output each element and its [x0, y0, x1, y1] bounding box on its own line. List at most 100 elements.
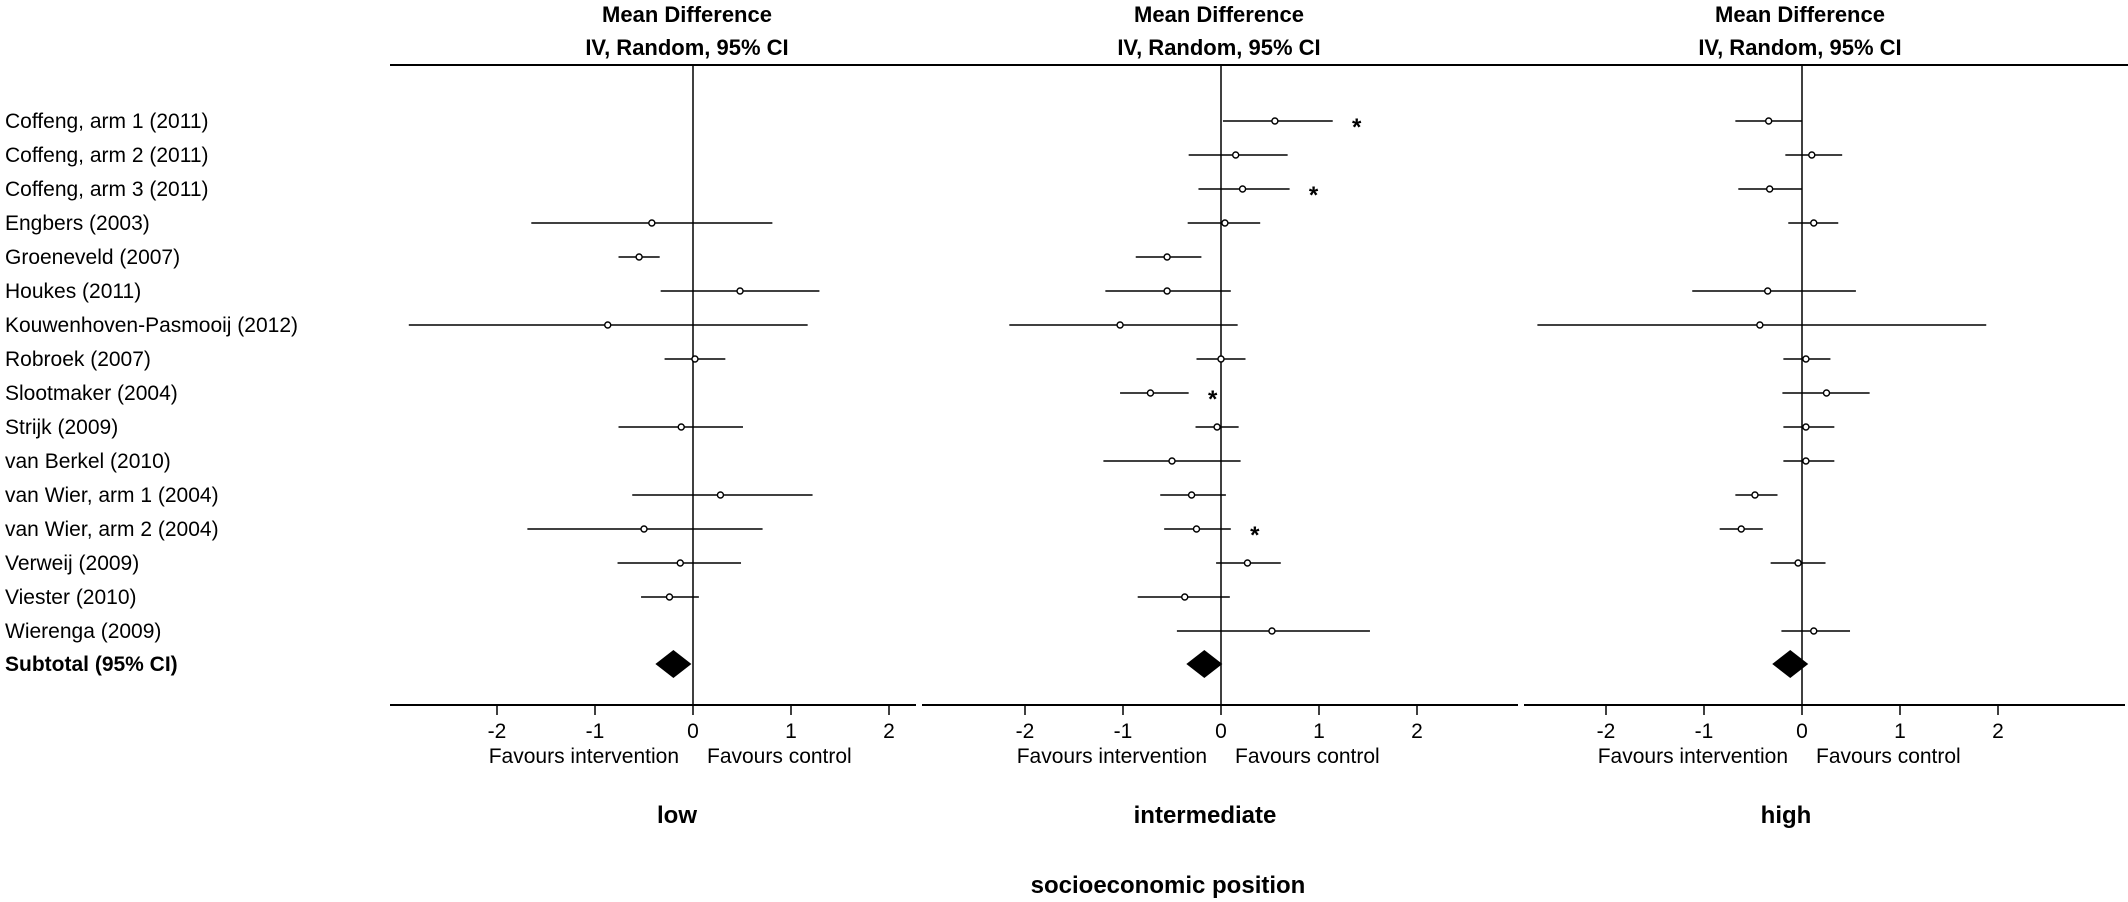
study-label: Viester (2010) [5, 586, 137, 609]
point-estimate [1271, 117, 1279, 125]
favours-right-label: Favours control [707, 745, 852, 768]
point-estimate [1810, 219, 1818, 227]
point-estimate [1187, 491, 1196, 499]
method-header: IV, Random, 95% CI [1117, 35, 1320, 60]
x-tick-label: 1 [785, 720, 797, 743]
point-estimate [676, 559, 684, 567]
point-estimate [640, 525, 648, 533]
study-label: van Berkel (2010) [5, 450, 171, 473]
measure-header: Mean Difference [602, 2, 772, 27]
study-label: Wierenga (2009) [5, 620, 161, 643]
study-labels: Coffeng, arm 1 (2011) Coffeng, arm 2 (201… [5, 110, 298, 676]
point-estimate [648, 219, 656, 227]
group-label: high [1761, 802, 1812, 829]
favours-left-label: Favours intervention [489, 745, 679, 768]
x-tick-label: 1 [1313, 720, 1325, 743]
panel-low: Mean Difference IV, Random, 95% CI -2 -1 0 1 2… [390, 2, 919, 829]
point-estimate [1802, 457, 1810, 465]
significance-star: * [1250, 522, 1260, 549]
point-estimate [736, 287, 744, 295]
study-label: Coffeng, arm 2 (2011) [5, 144, 209, 167]
subtotal-diamond [655, 650, 692, 678]
study-label: Strijk (2009) [5, 416, 118, 439]
group-label: low [657, 802, 697, 829]
point-estimate [665, 593, 674, 601]
point-estimate [635, 253, 643, 261]
point-estimate [716, 491, 725, 499]
point-estimate [677, 423, 685, 431]
study-label: Engbers (2003) [5, 212, 150, 235]
point-estimate [1764, 117, 1773, 125]
x-tick-label: -2 [488, 720, 507, 743]
favours-right-label: Favours control [1816, 745, 1961, 768]
x-tick-label: -1 [1695, 720, 1714, 743]
point-estimate [1737, 525, 1745, 533]
point-estimate [1763, 287, 1772, 295]
group-label: intermediate [1134, 802, 1277, 829]
significance-star: * [1352, 114, 1362, 141]
x-tick-label: 0 [687, 720, 699, 743]
x-tick-label: -1 [1114, 720, 1133, 743]
subtotal-diamond [1772, 650, 1809, 678]
method-header: IV, Random, 95% CI [1698, 35, 1901, 60]
point-estimate [691, 355, 699, 363]
point-estimate [1163, 253, 1171, 261]
measure-header: Mean Difference [1715, 2, 1885, 27]
study-label: Slootmaker (2004) [5, 382, 178, 405]
point-estimate [1231, 151, 1240, 159]
point-estimate [1238, 185, 1247, 193]
x-tick-label: 2 [1992, 720, 2004, 743]
x-tick-label: -1 [586, 720, 605, 743]
x-tick-label: 2 [883, 720, 895, 743]
point-estimate [1756, 321, 1764, 329]
significance-star: * [1309, 182, 1319, 209]
x-tick-label: 0 [1215, 720, 1227, 743]
point-estimate [1221, 219, 1229, 227]
subtotal-diamond [1186, 650, 1223, 678]
method-header: IV, Random, 95% CI [585, 35, 788, 60]
point-estimate [1802, 423, 1810, 431]
favours-left-label: Favours intervention [1598, 745, 1788, 768]
significance-star: * [1208, 386, 1218, 413]
point-estimate [1168, 457, 1176, 465]
study-label: Houkes (2011) [5, 280, 141, 303]
point-estimate [1181, 593, 1189, 601]
point-estimate [1765, 185, 1774, 193]
panel-high: Mean Difference IV, Random, 95% CI -2 -1 0 1 2… [1521, 2, 2128, 829]
x-tick-label: -2 [1597, 720, 1616, 743]
point-estimate [1163, 287, 1171, 295]
panels: Mean Difference IV, Random, 95% CI -2 -1 0 1 2… [390, 2, 2128, 829]
x-tick-label: -2 [1016, 720, 1035, 743]
point-estimate [1822, 389, 1831, 397]
point-estimate [1213, 423, 1221, 431]
study-label: van Wier, arm 2 (2004) [5, 518, 219, 541]
point-estimate [1808, 151, 1816, 159]
point-estimate [604, 321, 612, 329]
point-estimate [1116, 321, 1124, 329]
point-estimate [1751, 491, 1759, 499]
study-label: Coffeng, arm 3 (2011) [5, 178, 209, 201]
favours-right-label: Favours control [1235, 745, 1380, 768]
favours-left-label: Favours intervention [1017, 745, 1207, 768]
point-estimate [1243, 559, 1252, 567]
x-tick-label: 2 [1411, 720, 1423, 743]
point-estimate [1794, 559, 1802, 567]
point-estimate [1810, 627, 1818, 635]
x-tick-label: 1 [1894, 720, 1906, 743]
point-estimate [1268, 627, 1276, 635]
panel-intermediate: Mean Difference IV, Random, 95% CI -2 -1 0 1 2… [919, 2, 1521, 829]
study-label: Robroek (2007) [5, 348, 151, 371]
subtotal-label: Subtotal (95% CI) [5, 653, 178, 676]
study-label: Groeneveld (2007) [5, 246, 180, 269]
x-axis-title: socioeconomic position [1031, 872, 1306, 899]
point-estimate [1802, 355, 1810, 363]
study-label: Verweij (2009) [5, 552, 139, 575]
measure-header: Mean Difference [1134, 2, 1304, 27]
study-label: Coffeng, arm 1 (2011) [5, 110, 209, 133]
point-estimate [1192, 525, 1201, 533]
study-label: van Wier, arm 1 (2004) [5, 484, 219, 507]
point-estimate [1146, 389, 1155, 397]
x-tick-label: 0 [1796, 720, 1808, 743]
point-estimate [1217, 355, 1225, 363]
